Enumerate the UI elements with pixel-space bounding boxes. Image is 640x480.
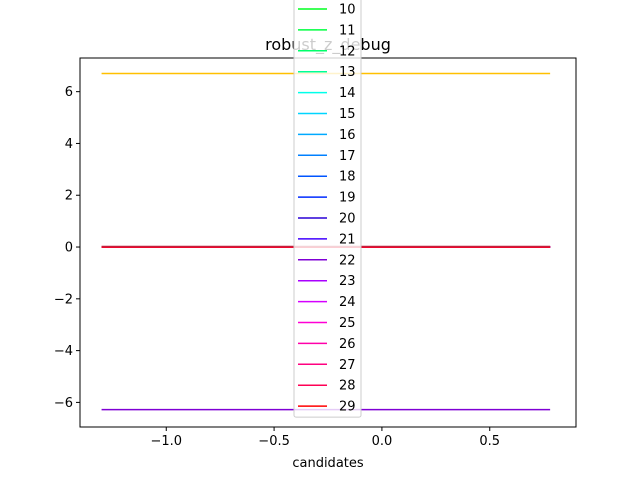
y-tick-label: −6 xyxy=(54,396,73,411)
legend-label-19: 19 xyxy=(339,191,356,206)
legend-label-28: 28 xyxy=(339,379,356,394)
legend-label-18: 18 xyxy=(339,170,356,185)
y-tick-label: 4 xyxy=(65,137,73,152)
legend-label-27: 27 xyxy=(339,358,356,373)
y-axis: −6 −4 −2 0 2 4 6 xyxy=(54,85,80,411)
legend-label-13: 13 xyxy=(339,65,356,80)
legend-label-21: 21 xyxy=(339,232,356,247)
legend-label-11: 11 xyxy=(339,23,356,38)
legend: 10 11 12 13 14 15 16 17 18 19 20 21 22 23 24 25 26 27 28 29 xyxy=(293,0,362,418)
legend-label-12: 12 xyxy=(339,44,356,59)
legend-label-20: 20 xyxy=(339,212,356,227)
legend-label-15: 15 xyxy=(339,107,356,122)
y-tick-label: 0 xyxy=(65,241,73,256)
y-tick-label: 2 xyxy=(65,189,73,204)
x-axis-label: candidates xyxy=(292,456,364,471)
x-axis: −1.0 −0.5 0.0 0.5 xyxy=(150,427,500,449)
legend-label-25: 25 xyxy=(339,316,356,331)
legend-label-26: 26 xyxy=(339,337,356,352)
legend-label-14: 14 xyxy=(339,86,356,101)
x-tick-label: 0.5 xyxy=(479,434,500,449)
legend-label-23: 23 xyxy=(339,274,356,289)
x-tick-label: −0.5 xyxy=(258,434,290,449)
x-tick-label: 0.0 xyxy=(372,434,393,449)
legend-label-22: 22 xyxy=(339,253,356,268)
legend-label-17: 17 xyxy=(339,149,356,164)
legend-label-16: 16 xyxy=(339,128,356,143)
y-tick-label: −4 xyxy=(54,344,73,359)
legend-label-24: 24 xyxy=(339,295,356,310)
y-tick-label: −2 xyxy=(54,292,73,307)
legend-label-29: 29 xyxy=(339,400,356,415)
legend-label-10: 10 xyxy=(339,3,356,18)
y-tick-label: 6 xyxy=(65,85,73,100)
x-tick-label: −1.0 xyxy=(150,434,182,449)
legend-box xyxy=(293,0,362,418)
